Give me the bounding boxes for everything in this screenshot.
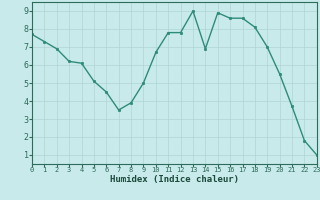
X-axis label: Humidex (Indice chaleur): Humidex (Indice chaleur) [110,175,239,184]
